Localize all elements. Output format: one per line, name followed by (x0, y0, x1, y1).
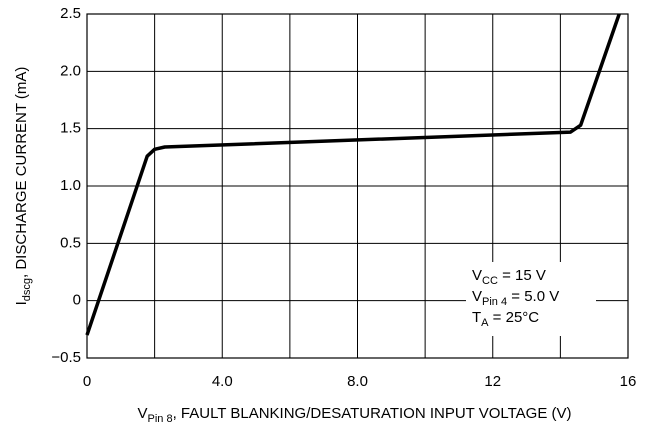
y-tick-label: 1.0 (60, 177, 81, 194)
annotation-base: V (472, 267, 482, 284)
y-axis-label-rest: , DISCHARGE CURRENT (mA) (13, 67, 30, 278)
annotation-base: T (472, 309, 481, 326)
annotation: TA = 25°C (472, 309, 539, 329)
annotation-rest: = 5.0 V (507, 288, 559, 305)
y-tick-label: −0.5 (51, 349, 81, 366)
annotation-sub: A (481, 317, 489, 329)
annotation-base: V (472, 288, 482, 305)
x-axis-label: VPin 8, FAULT BLANKING/DESATURATION INPU… (137, 405, 571, 425)
x-axis-label-sub: Pin 8 (147, 413, 172, 425)
y-tick-label: 2.0 (60, 62, 81, 79)
y-axis-label: Idscg, DISCHARGE CURRENT (mA) (13, 67, 33, 306)
y-tick-label: 2.5 (60, 5, 81, 22)
annotation-rest: = 15 V (498, 267, 546, 284)
x-axis-label-rest: , FAULT BLANKING/DESATURATION INPUT VOLT… (173, 405, 572, 422)
x-tick-label: 8.0 (347, 373, 368, 390)
x-axis-label-base: V (137, 405, 147, 422)
y-axis-label-base: I (13, 301, 30, 305)
x-tick-label: 0 (83, 373, 91, 390)
y-tick-label: 0 (73, 292, 81, 309)
x-tick-label: 16 (620, 373, 637, 390)
annotation-sub: Pin 4 (482, 296, 507, 308)
annotation-background (466, 262, 596, 336)
plot-frame (86, 13, 629, 359)
x-tick-label: 4.0 (212, 373, 233, 390)
annotation: VPin 4 = 5.0 V (472, 288, 559, 308)
y-tick-label: 1.5 (60, 120, 81, 137)
x-tick-label: 12 (484, 373, 501, 390)
y-tick-label: 0.5 (60, 234, 81, 251)
annotation: VCC = 15 V (472, 267, 546, 287)
annotation-sub: CC (482, 275, 498, 287)
y-axis-label-sub: dscg (21, 278, 33, 301)
data-line (85, 13, 621, 336)
annotation-rest: = 25°C (489, 309, 540, 326)
